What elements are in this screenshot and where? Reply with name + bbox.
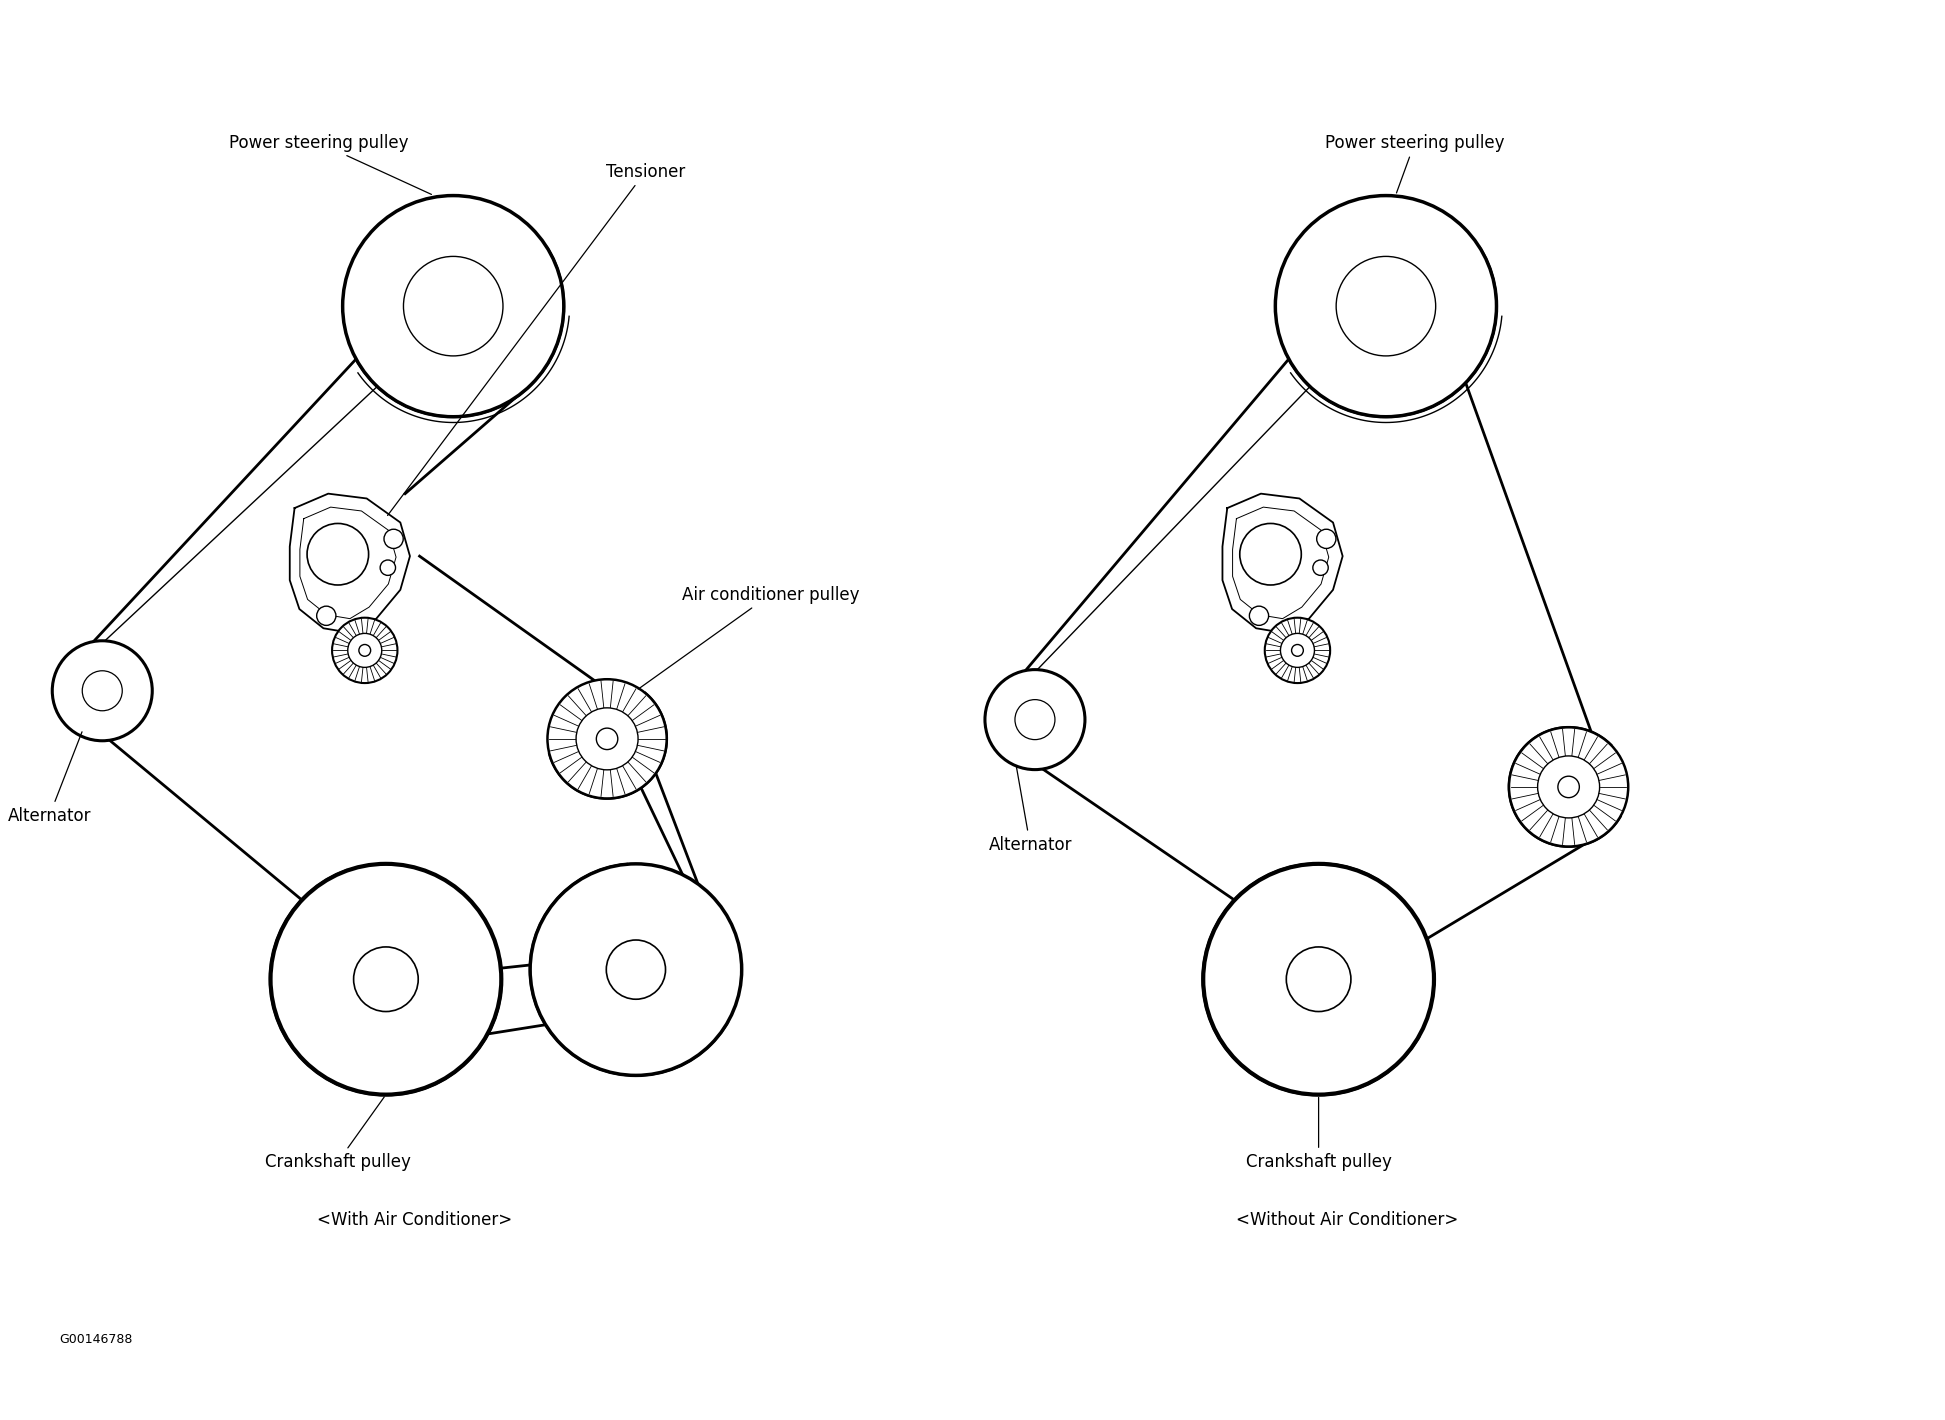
Circle shape bbox=[984, 670, 1085, 770]
Circle shape bbox=[403, 257, 504, 356]
Circle shape bbox=[1280, 633, 1315, 667]
Circle shape bbox=[1558, 777, 1579, 798]
Circle shape bbox=[1291, 645, 1303, 656]
Text: Alternator: Alternator bbox=[988, 765, 1072, 853]
Circle shape bbox=[1538, 755, 1599, 818]
Text: Power steering pulley: Power steering pulley bbox=[1325, 133, 1505, 193]
Circle shape bbox=[607, 940, 665, 1000]
Circle shape bbox=[1264, 618, 1330, 683]
Circle shape bbox=[1276, 196, 1496, 416]
Circle shape bbox=[576, 707, 638, 770]
Circle shape bbox=[383, 530, 403, 548]
Circle shape bbox=[547, 679, 667, 798]
Circle shape bbox=[1286, 947, 1352, 1011]
Circle shape bbox=[1249, 606, 1268, 625]
Circle shape bbox=[597, 728, 619, 750]
Circle shape bbox=[317, 606, 336, 625]
Circle shape bbox=[379, 559, 395, 575]
Circle shape bbox=[1317, 530, 1336, 548]
Circle shape bbox=[354, 947, 418, 1011]
Text: G00146788: G00146788 bbox=[58, 1333, 132, 1346]
Circle shape bbox=[1239, 524, 1301, 585]
Text: Alternator: Alternator bbox=[8, 731, 91, 825]
Circle shape bbox=[1336, 257, 1435, 356]
Circle shape bbox=[348, 633, 381, 667]
Text: Power steering pulley: Power steering pulley bbox=[230, 133, 432, 195]
Circle shape bbox=[270, 863, 502, 1095]
Circle shape bbox=[1509, 727, 1628, 846]
Text: <Without Air Conditioner>: <Without Air Conditioner> bbox=[1237, 1211, 1459, 1228]
Circle shape bbox=[333, 618, 397, 683]
Circle shape bbox=[307, 524, 370, 585]
Circle shape bbox=[342, 196, 564, 416]
Circle shape bbox=[1204, 863, 1433, 1095]
Circle shape bbox=[531, 863, 741, 1075]
Text: Air conditioner pulley: Air conditioner pulley bbox=[638, 585, 860, 689]
Circle shape bbox=[360, 645, 371, 656]
Circle shape bbox=[82, 670, 123, 711]
Circle shape bbox=[1313, 559, 1328, 575]
Circle shape bbox=[53, 640, 152, 741]
Text: Crankshaft pulley: Crankshaft pulley bbox=[1245, 1098, 1391, 1172]
Text: <With Air Conditioner>: <With Air Conditioner> bbox=[317, 1211, 512, 1228]
Text: Crankshaft pulley: Crankshaft pulley bbox=[265, 1096, 410, 1172]
Text: Tensioner: Tensioner bbox=[387, 162, 685, 515]
Circle shape bbox=[1015, 700, 1054, 740]
